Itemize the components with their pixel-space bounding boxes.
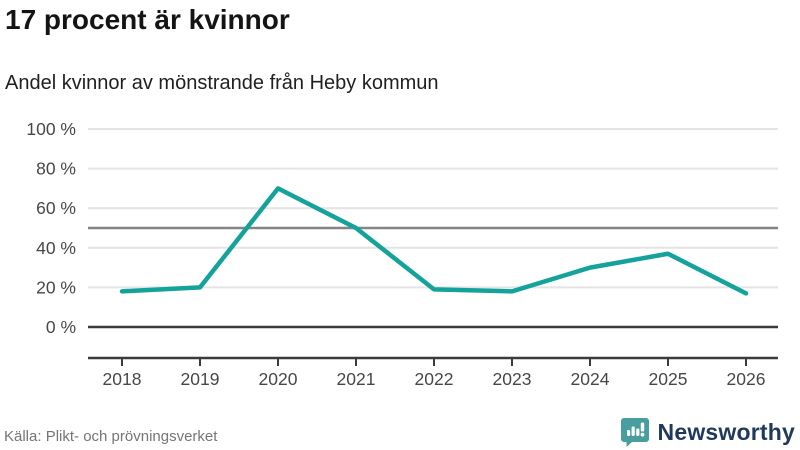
chart-title: 17 procent är kvinnor (5, 4, 290, 35)
newsworthy-logo-icon (620, 417, 650, 447)
y-tick-label: 60 % (36, 198, 76, 218)
x-tick-label: 2022 (415, 369, 454, 389)
x-tick-label: 2023 (493, 369, 532, 389)
y-tick-label: 40 % (36, 238, 76, 258)
x-tick-label: 2025 (649, 369, 688, 389)
newsworthy-logo[interactable]: Newsworthy (620, 416, 795, 448)
y-tick-label: 80 % (36, 159, 76, 179)
y-tick-label: 100 % (26, 119, 76, 139)
x-tick-label: 2024 (571, 369, 610, 389)
y-tick-label: 20 % (36, 277, 76, 297)
source-attribution: Källa: Plikt- och prövningsverket (4, 428, 218, 445)
y-tick-label: 0 % (46, 317, 76, 337)
x-tick-label: 2026 (727, 369, 766, 389)
data-line-andel-kvinnor (119, 186, 749, 296)
x-tick-label: 2019 (181, 369, 220, 389)
newsworthy-wordmark: Newsworthy (657, 418, 795, 445)
x-tick-label: 2018 (103, 369, 142, 389)
chart-subtitle: Andel kvinnor av mönstrande från Heby ko… (5, 72, 439, 94)
x-tick-label: 2021 (337, 369, 376, 389)
x-tick-label: 2020 (259, 369, 298, 389)
